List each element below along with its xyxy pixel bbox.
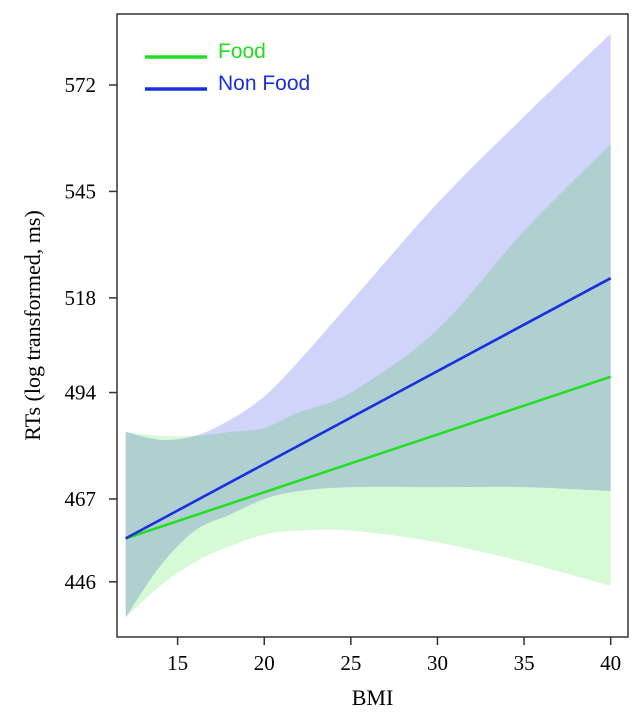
confidence-bands bbox=[125, 33, 611, 618]
x-axis: 15 20 25 30 35 40 bbox=[167, 637, 621, 675]
y-tick-label: 545 bbox=[65, 179, 97, 203]
x-axis-title: BMI bbox=[352, 685, 394, 710]
non-food-legend-label: Non Food bbox=[218, 72, 310, 95]
y-tick-label: 467 bbox=[65, 487, 97, 511]
plot-frame bbox=[116, 13, 629, 638]
x-tick-label: 15 bbox=[167, 651, 188, 675]
x-tick-label: 25 bbox=[340, 651, 361, 675]
food-legend-label: Food bbox=[218, 40, 266, 63]
x-tick-label: 30 bbox=[427, 651, 448, 675]
x-tick-label: 20 bbox=[254, 651, 275, 675]
x-tick-label: 35 bbox=[514, 651, 535, 675]
y-tick-label: 572 bbox=[65, 73, 97, 97]
y-axis: 446 467 494 518 545 572 bbox=[65, 73, 117, 594]
y-tick-label: 446 bbox=[65, 570, 97, 594]
fit-lines bbox=[125, 277, 612, 540]
y-axis-title: RTs (log transformed, ms) bbox=[20, 210, 45, 441]
food-fit-line bbox=[125, 375, 612, 540]
x-tick-label: 40 bbox=[600, 651, 621, 675]
y-tick-label: 494 bbox=[65, 381, 97, 405]
legend: Food Non Food bbox=[145, 40, 310, 95]
non-food-fit-line bbox=[125, 277, 612, 540]
y-tick-label: 518 bbox=[65, 286, 97, 310]
